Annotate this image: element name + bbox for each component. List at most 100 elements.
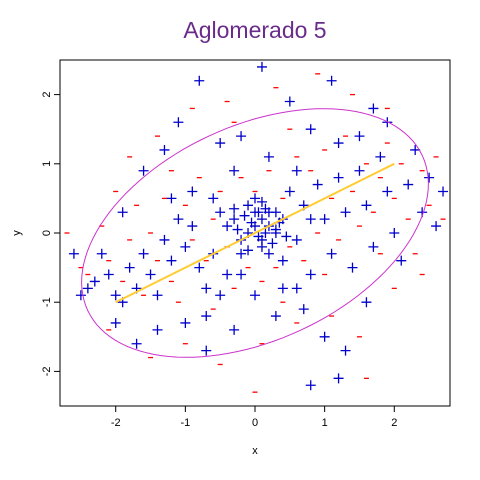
plus-point xyxy=(82,283,93,294)
plus-point xyxy=(239,210,250,221)
plus-point xyxy=(201,345,212,356)
plus-point xyxy=(201,311,212,322)
x-tick-label: 1 xyxy=(322,417,328,429)
plus-point xyxy=(138,165,149,176)
plus-point xyxy=(256,61,267,72)
plus-point xyxy=(180,241,191,252)
y-tick-label: 2 xyxy=(41,92,53,98)
plus-point xyxy=(159,234,170,245)
plus-point xyxy=(263,151,274,162)
plus-point xyxy=(124,262,135,273)
plus-point xyxy=(326,75,337,86)
x-tick-label: -2 xyxy=(111,417,121,429)
plus-point xyxy=(354,165,365,176)
plus-point xyxy=(305,124,316,135)
plus-point xyxy=(256,196,267,207)
plus-point xyxy=(347,262,358,273)
plus-point xyxy=(284,96,295,107)
plus-point xyxy=(305,269,316,280)
plus-point xyxy=(117,207,128,218)
plus-point xyxy=(431,221,442,232)
y-tick-label: 1 xyxy=(41,161,53,167)
plus-point xyxy=(281,231,292,242)
plus-point xyxy=(110,290,121,301)
plus-point xyxy=(256,234,267,245)
plus-point xyxy=(333,373,344,384)
plus-point xyxy=(298,304,309,315)
plus-point xyxy=(361,200,372,211)
plus-point xyxy=(166,255,177,266)
plus-point xyxy=(166,193,177,204)
plus-point xyxy=(243,200,254,211)
plus-point xyxy=(253,207,264,218)
plus-point xyxy=(333,172,344,183)
plus-point xyxy=(277,255,288,266)
plus-point xyxy=(438,186,449,197)
plus-point xyxy=(368,103,379,114)
x-axis-label: x xyxy=(252,445,258,457)
plus-point xyxy=(319,331,330,342)
plus-point xyxy=(260,228,271,238)
plus-point xyxy=(260,203,271,214)
plus-point xyxy=(305,214,316,225)
confidence-ellipse xyxy=(81,108,429,358)
plus-point xyxy=(215,207,226,218)
plus-point xyxy=(270,224,281,235)
plus-point xyxy=(382,186,393,197)
plus-point xyxy=(319,214,330,225)
plus-point xyxy=(270,207,281,218)
plus-point xyxy=(110,317,121,328)
y-tick-label: -1 xyxy=(41,297,53,307)
plus-point xyxy=(194,75,205,86)
y-axis-label: y xyxy=(11,230,23,236)
x-tick-label: 0 xyxy=(252,417,258,429)
plus-point xyxy=(396,255,407,266)
plus-point xyxy=(145,269,156,280)
plus-point xyxy=(243,245,254,256)
plus-point xyxy=(208,193,219,204)
x-tick-label: 2 xyxy=(391,417,397,429)
plus-point xyxy=(305,380,316,391)
plus-point xyxy=(159,144,170,155)
plus-point xyxy=(96,248,107,259)
chart-title: Aglomerado 5 xyxy=(183,17,326,43)
plus-point xyxy=(403,179,414,190)
plus-point xyxy=(215,138,226,149)
plus-point xyxy=(89,276,100,287)
plus-point xyxy=(75,290,86,301)
plus-point xyxy=(291,234,302,245)
fit-line xyxy=(115,162,395,304)
ticks-layer: -2 -1 0 1 2 -2 -1 0 1 2 xyxy=(41,92,397,429)
plus-point xyxy=(354,131,365,142)
plus-point xyxy=(246,217,257,228)
plus-point xyxy=(222,269,233,280)
plus-point xyxy=(201,283,212,294)
plus-point xyxy=(263,248,274,259)
y-tick-label: 0 xyxy=(41,230,53,236)
plus-point xyxy=(340,207,351,218)
plus-point xyxy=(232,224,243,235)
plus-point xyxy=(187,221,198,232)
plus-point xyxy=(333,138,344,149)
plus-point xyxy=(194,262,205,273)
plus-point xyxy=(326,248,337,259)
plus-point xyxy=(236,269,247,280)
plus-point xyxy=(368,241,379,252)
plus-point xyxy=(152,290,163,301)
plus-point xyxy=(138,248,149,259)
plus-point xyxy=(229,324,240,335)
plus-point xyxy=(361,297,372,308)
plus-point xyxy=(180,317,191,328)
plus-point xyxy=(131,338,142,349)
plus-point xyxy=(229,214,240,225)
plus-point xyxy=(152,324,163,335)
plus-point xyxy=(103,269,114,280)
plus-point xyxy=(229,165,240,176)
plus-point xyxy=(236,248,247,259)
plus-point xyxy=(284,186,295,197)
plus-point xyxy=(250,290,260,301)
plus-point xyxy=(312,179,323,190)
plus-point xyxy=(267,238,278,249)
